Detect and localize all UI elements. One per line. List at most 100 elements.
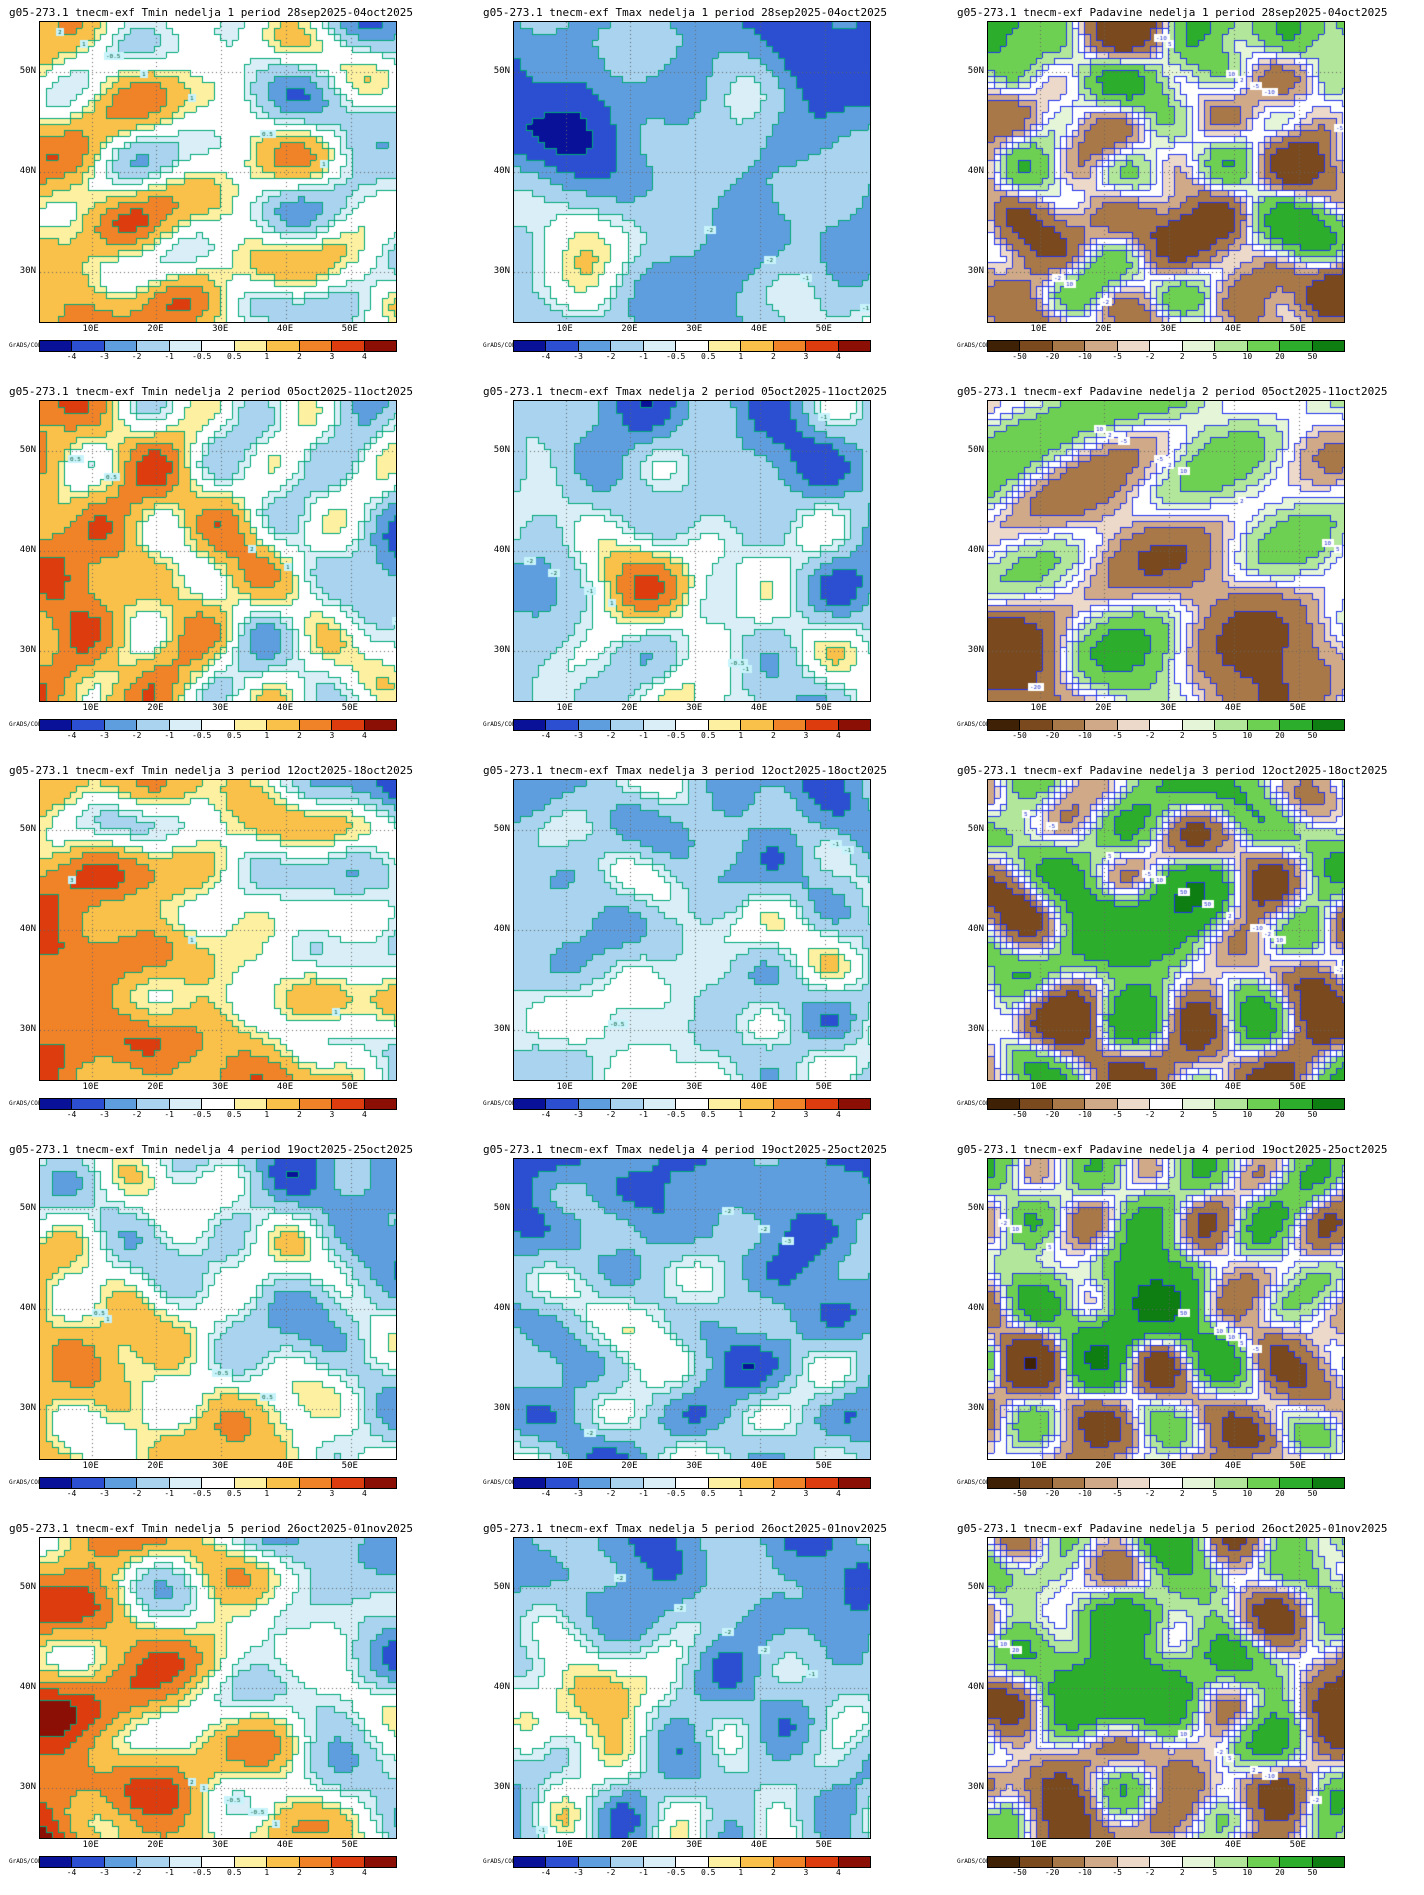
colorbar-tick-label: 0.5	[227, 1868, 242, 1877]
colorbar-segment	[708, 341, 742, 351]
grads-cola-credit: GrADS/COLA	[483, 1858, 520, 1865]
map-area: 50N 40N 30N	[20, 400, 397, 702]
grads-cola-credit: GrADS/COLA	[483, 721, 520, 728]
lon-tick-label: 10E	[556, 324, 573, 334]
colorbar-segment	[1085, 720, 1118, 730]
colorbar-tick-label: 20	[1275, 352, 1285, 361]
colorbar-segment	[1085, 341, 1118, 351]
colorbar-segment	[299, 1478, 333, 1488]
colorbar-tick-label: -50	[1012, 1110, 1027, 1119]
colorbar-segment	[1020, 720, 1053, 730]
colorbar-segment	[1182, 341, 1216, 351]
colorbar-segment	[104, 1478, 138, 1488]
lon-tick-label: 40E	[750, 703, 768, 713]
lon-tick-label: 10E	[82, 324, 99, 334]
colorbar-segment	[234, 1857, 268, 1867]
lon-tick-label: 20E	[1095, 703, 1112, 713]
colorbar-tick-label: -2	[605, 352, 616, 361]
colorbar-segments	[39, 1856, 397, 1868]
map-canvas	[39, 1537, 397, 1839]
colorbar-segments	[513, 719, 871, 731]
colorbar-segment	[1247, 1478, 1281, 1488]
colorbar-segment	[1182, 1478, 1216, 1488]
colorbar-tick-label: -2	[1144, 731, 1155, 740]
colorbar-segment	[104, 720, 138, 730]
panel-precip-week5: g05-273.1 tnecm-exf Padavine nedelja 5 p…	[949, 1516, 1423, 1895]
lat-tick-label: 30N	[493, 644, 510, 655]
colorbar-tick-label: -2	[131, 1110, 142, 1119]
lat-tick-label: 50N	[967, 1582, 984, 1593]
colorbar-tick-label: 4	[836, 1489, 841, 1498]
colorbar-segment	[988, 341, 1021, 351]
colorbar-segment	[741, 1478, 774, 1488]
lon-tick-label: 40E	[276, 1840, 294, 1850]
colorbar-segment	[1182, 1099, 1216, 1109]
lat-tick-label: 50N	[967, 445, 984, 456]
lon-tick-label: 40E	[1224, 324, 1242, 334]
colorbar-segment	[332, 1099, 365, 1109]
lon-tick-label: 40E	[750, 1840, 768, 1850]
lat-tick-label: 50N	[493, 1582, 510, 1593]
colorbar-segment	[1117, 1857, 1151, 1867]
colorbar-tick-label: -0.5	[666, 1868, 686, 1877]
lat-tick-label: 50N	[19, 824, 36, 835]
colorbar-segment	[514, 1478, 547, 1488]
colorbar-segment	[1182, 720, 1216, 730]
colorbar-tick-label: 5	[1212, 1110, 1218, 1119]
colorbar-segment	[741, 1857, 774, 1867]
lon-tick-label: 20E	[621, 324, 638, 334]
colorbar-tick-label: 2	[770, 1868, 776, 1877]
colorbar-tick-label: -2	[1144, 1489, 1155, 1498]
colorbar-tick-label: 3	[329, 731, 335, 740]
colorbar-tick-label: -5	[1112, 1489, 1122, 1498]
colorbar-tick-label: 0.5	[227, 731, 242, 740]
colorbar-segment	[332, 341, 365, 351]
lon-tick-label: 10E	[1030, 324, 1047, 334]
map-canvas	[987, 1537, 1345, 1839]
colorbar-tick-label: -20	[1044, 1489, 1060, 1498]
colorbar-labels: -50 -20 -10 -5 -2 2 5 10 20 50	[987, 1489, 1345, 1500]
lon-tick-label: 50E	[815, 703, 832, 713]
colorbar-tick-label: 3	[803, 352, 809, 361]
colorbar-segment	[72, 720, 105, 730]
colorbar-tick-label: 4	[836, 352, 841, 361]
colorbar-segment	[1150, 720, 1183, 730]
colorbar-segment	[1312, 1099, 1344, 1109]
lat-tick-label: 30N	[19, 265, 36, 276]
colorbar-segment	[838, 1857, 870, 1867]
colorbar-labels: -4 -3 -2 -1 -0.5 0.5 1 2 3 4	[39, 731, 397, 742]
lat-tick-label: 30N	[967, 1402, 984, 1413]
colorbar-tick-label: 2	[1179, 1489, 1185, 1498]
colorbar: -4 -3 -2 -1 -0.5 0.5 1 2 3 4	[513, 1477, 871, 1500]
colorbar-segment	[299, 720, 333, 730]
colorbar-segments	[987, 1098, 1345, 1110]
lat-tick-label: 40N	[967, 924, 984, 934]
panel-title: g05-273.1 tnecm-exf Tmin nedelja 4 perio…	[9, 1143, 413, 1156]
colorbar-tick-label: 4	[362, 1489, 367, 1498]
lat-tick-label: 40N	[967, 1303, 984, 1313]
colorbar-segment	[838, 341, 870, 351]
colorbar-segment	[806, 720, 839, 730]
colorbar-tick-label: -2	[131, 1868, 142, 1877]
colorbar-tick-label: -20	[1044, 352, 1060, 361]
panel-title: g05-273.1 tnecm-exf Tmax nedelja 3 perio…	[483, 764, 887, 777]
colorbar-tick-label: 5	[1212, 731, 1218, 740]
colorbar-tick-label: -4	[540, 1110, 551, 1119]
grads-cola-credit: GrADS/COLA	[9, 1100, 46, 1107]
colorbar-segment	[514, 720, 547, 730]
map-area: 50N 40N 30N	[968, 1158, 1345, 1460]
colorbar-segment	[546, 1478, 579, 1488]
colorbar-segment	[1150, 1857, 1183, 1867]
colorbar-tick-label: 10	[1242, 352, 1253, 361]
colorbar-segment	[988, 1099, 1021, 1109]
colorbar-tick-label: 1	[738, 352, 744, 361]
map-area: 50N 40N 30N	[968, 1537, 1345, 1839]
lon-tick-label: 50E	[1289, 324, 1306, 334]
colorbar-tick-label: -2	[131, 1489, 142, 1498]
colorbar-segment	[1247, 1857, 1281, 1867]
colorbar-segment	[806, 1478, 839, 1488]
colorbar-segment	[137, 1099, 170, 1109]
colorbar-tick-label: -4	[66, 731, 77, 740]
lon-tick-label: 40E	[276, 324, 294, 334]
colorbar-segments	[513, 1856, 871, 1868]
